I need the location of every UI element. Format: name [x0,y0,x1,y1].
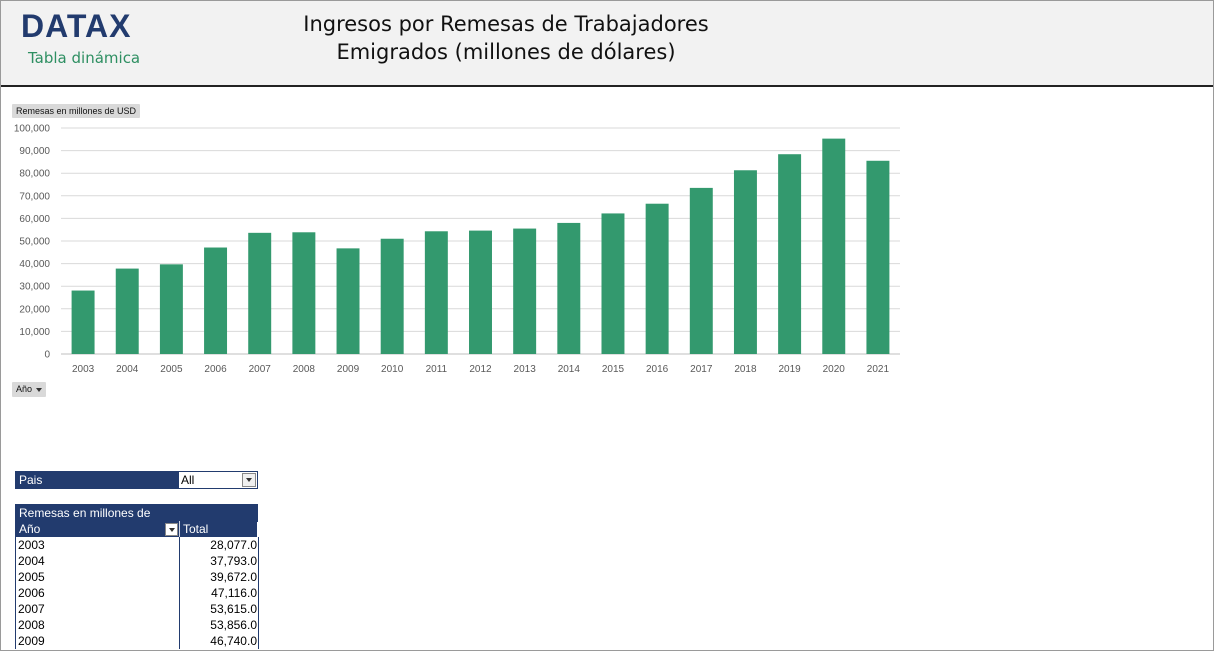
title-line-1: Ingresos por Remesas de Trabajadores [303,12,709,36]
x-tick-label: 2004 [116,364,139,375]
row-header: Año [15,521,179,537]
bar [469,230,492,354]
report-header: DATAX Tabla dinámica Ingresos por Remesa… [1,1,1213,87]
row-header-label: Año [19,522,41,536]
filter-arrow-icon [168,527,175,532]
bar [248,232,272,354]
row-year: 2004 [18,554,45,568]
pivot-table: Remesas en millones de USD Año Total 200… [15,504,259,649]
axis-field-label: Año [16,384,33,394]
x-tick-label: 2008 [293,364,316,375]
page-title: Ingresos por Remesas de Trabajadores Emi… [256,10,756,66]
y-tick-label: 90,000 [19,146,50,157]
bar [292,232,316,354]
y-tick-label: 100,000 [14,124,51,135]
table-row: 2003 28,077.0 [15,537,259,553]
x-tick-label: 2015 [602,364,625,375]
y-tick-label: 50,000 [19,237,50,248]
row-total: 37,793.0 [179,553,259,569]
bar [115,268,139,354]
x-tick-label: 2014 [558,364,581,375]
bar [513,228,537,354]
x-tick-label: 2013 [514,364,537,375]
table-row: 2007 53,615.0 [15,601,259,617]
x-tick-label: 2007 [249,364,272,375]
table-row: 2006 47,116.0 [15,585,259,601]
dropdown-arrow-icon [246,478,252,482]
bar [159,264,183,354]
y-tick-label: 80,000 [19,169,50,180]
dropdown-arrow-icon [36,387,43,392]
x-tick-label: 2018 [734,364,757,375]
row-year: 2003 [18,538,45,552]
y-tick-label: 10,000 [19,327,50,338]
bar [689,187,713,354]
bar [336,248,360,354]
title-line-2: Emigrados (millones de dólares) [336,40,676,64]
column-header-row: Año Total [15,521,257,537]
table-row: 2004 37,793.0 [15,553,259,569]
country-filter-dropdown[interactable]: All [178,471,258,489]
x-tick-label: 2005 [160,364,183,375]
y-tick-label: 60,000 [19,214,50,225]
bar [645,203,669,354]
row-year: 2008 [18,618,45,632]
table-row: 2005 39,672.0 [15,569,259,585]
table-row: 2008 53,856.0 [15,617,259,633]
row-total: 53,856.0 [179,617,259,633]
x-tick-label: 2010 [381,364,404,375]
x-tick-label: 2009 [337,364,360,375]
filter-dropdown-button[interactable] [242,473,256,487]
row-total: 46,740.0 [179,633,259,649]
x-tick-label: 2020 [823,364,846,375]
y-tick-label: 30,000 [19,282,50,293]
value-header: Remesas en millones de USD [15,504,179,536]
x-tick-label: 2019 [778,364,801,375]
x-tick-label: 2016 [646,364,669,375]
bar [601,213,625,354]
bar [822,138,846,354]
logo-subtitle: Tabla dinámica [28,49,141,67]
row-year: 2005 [18,570,45,584]
bar [380,238,404,354]
bar [204,247,228,354]
value-header-fill [179,504,258,522]
y-tick-label: 20,000 [19,304,50,315]
row-total: 39,672.0 [179,569,259,585]
y-tick-label: 70,000 [19,191,50,202]
row-total: 47,116.0 [179,585,259,601]
total-header: Total [179,521,256,537]
row-total: 53,615.0 [179,601,259,617]
x-tick-label: 2017 [690,364,713,375]
x-tick-label: 2021 [867,364,890,375]
bar [557,222,581,354]
x-tick-label: 2012 [469,364,492,375]
y-tick-label: 40,000 [19,259,50,270]
chart-value-field-button[interactable]: Remesas en millones de USD [12,104,141,118]
bar [778,154,802,354]
filter-value: All [181,473,195,487]
bar [71,290,95,354]
chart-axis-field-button[interactable]: Año [12,382,47,397]
x-tick-label: 2003 [72,364,95,375]
y-tick-label: 0 [44,350,50,361]
pivot-rows: 2003 28,077.0 2004 37,793.0 2005 39,672.0 2006… [15,537,259,649]
x-tick-label: 2006 [204,364,227,375]
datax-logo: DATAX [21,8,132,44]
x-tick-label: 2011 [426,364,448,375]
filter-label: Pais [15,471,181,489]
report-filter: Pais All [15,471,258,489]
row-year: 2009 [18,634,45,648]
bar [866,160,890,354]
row-filter-button[interactable] [165,523,178,536]
bar [733,170,757,354]
bar [424,231,448,354]
table-row: 2009 46,740.0 [15,633,259,649]
row-total: 28,077.0 [179,537,259,553]
row-year: 2006 [18,586,45,600]
row-year: 2007 [18,602,45,616]
pivot-chart: 0 10,000 20,000 30,000 40,000 50,000 60,000 70,… [14,124,900,375]
